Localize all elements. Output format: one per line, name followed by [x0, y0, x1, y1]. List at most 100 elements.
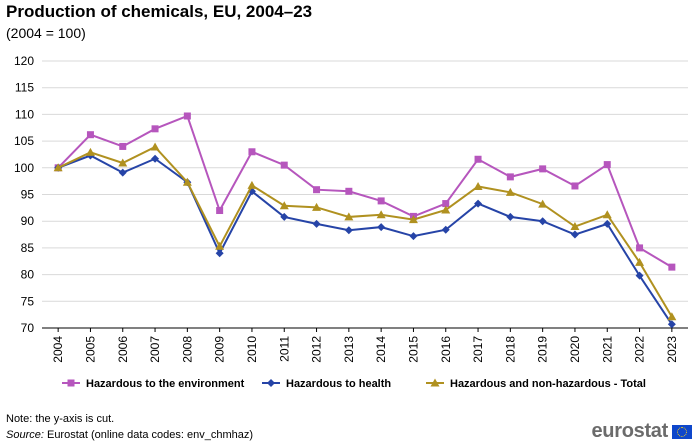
data-point: [570, 222, 580, 231]
x-tick-label: 2020: [568, 336, 582, 363]
x-tick-label: 2019: [536, 336, 550, 363]
data-point: [602, 210, 612, 219]
series-line: [57, 154, 673, 325]
gridlines: [42, 60, 688, 329]
data-point: [571, 182, 579, 190]
data-point: [182, 177, 192, 186]
x-tick-label: 2009: [213, 336, 227, 363]
series-line: [57, 145, 673, 318]
data-point: [570, 230, 579, 239]
data-point: [344, 226, 353, 235]
data-point: [442, 200, 450, 208]
data-point: [377, 197, 385, 205]
data-point: [280, 161, 288, 169]
legend: Hazardous to the environment Hazardous to…: [62, 378, 646, 390]
x-tick-label: 2007: [148, 336, 162, 363]
data-point: [376, 210, 386, 219]
data-point: [267, 379, 275, 387]
x-axis-tick-labels: 2004 2005 2006 2007 2008 2009 2010 2011 2012 2013…: [51, 328, 679, 363]
data-point: [279, 201, 289, 210]
y-tick-label: 115: [15, 81, 34, 95]
data-point: [474, 199, 483, 208]
data-point: [85, 147, 95, 156]
y-tick-label: 100: [14, 161, 34, 175]
data-point: [667, 312, 677, 321]
data-point: [636, 244, 644, 252]
chart-title: Production of chemicals, EU, 2004–23: [6, 2, 313, 21]
data-point: [67, 379, 75, 387]
y-tick-label: 105: [14, 134, 34, 148]
y-tick-label: 120: [14, 54, 34, 68]
y-tick-label: 95: [21, 188, 35, 202]
x-tick-label: 2011: [277, 336, 291, 362]
y-tick-label: 110: [15, 107, 34, 121]
legend-item: Hazardous and non-hazardous - Total: [426, 378, 646, 390]
x-tick-label: 2006: [116, 336, 130, 363]
data-point: [377, 223, 386, 232]
series-2: [53, 142, 677, 321]
data-point: [280, 212, 289, 221]
data-point: [667, 320, 676, 329]
data-point: [441, 205, 451, 214]
x-tick-label: 2014: [374, 336, 388, 363]
data-point: [409, 232, 418, 241]
source-line: Source: Eurostat (online data codes: env…: [6, 429, 253, 441]
legend-label: Hazardous and non-hazardous - Total: [450, 378, 646, 390]
line-chart: 70 75 80 85 90 95 100 105 110 115 120 2004 2005 2006…: [14, 54, 688, 390]
data-point: [538, 217, 547, 226]
x-tick-label: 2015: [406, 336, 420, 363]
y-tick-label: 75: [21, 294, 35, 308]
y-tick-label: 85: [21, 241, 35, 255]
data-point: [86, 131, 94, 139]
series-line: [57, 114, 673, 268]
y-tick-label: 90: [21, 214, 35, 228]
legend-item: Hazardous to health: [262, 378, 391, 390]
data-point: [118, 158, 128, 167]
data-point: [119, 142, 127, 150]
source-text: Eurostat (online data codes: env_chmhaz): [43, 429, 254, 441]
data-point: [474, 155, 482, 163]
data-point: [441, 225, 450, 234]
x-tick-label: 2010: [245, 336, 259, 363]
data-point: [538, 199, 548, 208]
x-tick-label: 2022: [633, 336, 647, 363]
x-tick-label: 2004: [51, 336, 65, 363]
data-point: [408, 215, 418, 224]
x-tick-label: 2018: [503, 336, 517, 363]
x-tick-label: 2012: [310, 336, 324, 363]
data-point: [215, 249, 224, 258]
y-tick-label: 70: [21, 321, 35, 335]
eu-flag-icon: [672, 424, 692, 439]
data-point: [539, 165, 547, 173]
legend-item: Hazardous to the environment: [62, 378, 245, 390]
data-point: [183, 112, 191, 120]
x-tick-label: 2008: [180, 336, 194, 363]
data-point: [635, 271, 644, 280]
data-point: [215, 241, 225, 250]
logo-text: eurostat: [591, 420, 668, 442]
data-point: [151, 154, 160, 163]
data-point: [668, 263, 676, 271]
y-tick-label: 80: [21, 268, 35, 282]
x-tick-label: 2021: [600, 336, 614, 363]
data-point: [216, 207, 224, 215]
series-0: [54, 112, 676, 271]
x-tick-label: 2017: [471, 336, 485, 363]
data-point: [53, 163, 63, 172]
footnote: Note: the y-axis is cut.: [6, 413, 115, 425]
eurostat-logo: eurostat: [591, 420, 692, 443]
legend-label: Hazardous to health: [286, 378, 391, 390]
data-point: [313, 186, 321, 194]
data-point: [603, 161, 611, 169]
data-point: [312, 202, 322, 211]
y-axis-tick-labels: 70 75 80 85 90 95 100 105 110 115 120: [14, 54, 34, 335]
legend-label: Hazardous to the environment: [86, 378, 245, 390]
data-point: [430, 378, 440, 387]
series-group: [53, 112, 677, 329]
data-point: [248, 148, 256, 156]
data-point: [118, 168, 127, 177]
data-point: [247, 180, 257, 189]
data-point: [345, 187, 353, 195]
x-tick-label: 2016: [439, 336, 453, 363]
x-tick-label: 2013: [342, 336, 356, 363]
